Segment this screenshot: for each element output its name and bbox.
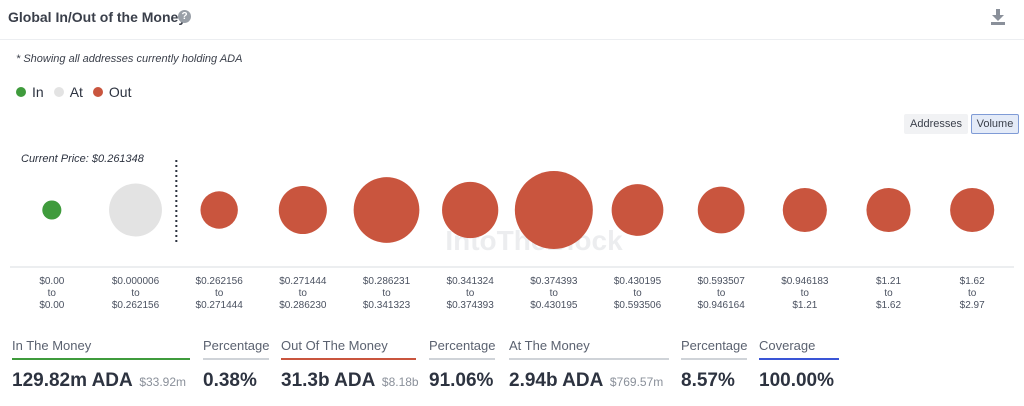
stat-value: 8.57%	[681, 370, 735, 391]
x-tick-label: $0.593507	[698, 276, 746, 287]
stat-label: Coverage	[759, 338, 839, 360]
x-tick-label: to	[466, 288, 475, 299]
legend-item-out: Out	[92, 84, 132, 100]
stat-usd-value: $769.57m	[609, 375, 664, 389]
stat-value: 31.3b ADA $8.18b	[281, 370, 419, 391]
bubble-out	[950, 187, 995, 233]
x-tick-label: $0.271444	[196, 300, 244, 310]
current-price-label: Current Price: $0.261348	[21, 153, 144, 165]
x-tick-label: to	[382, 288, 391, 299]
x-tick-label: $1.62	[876, 300, 901, 310]
stat-value: 0.38%	[203, 370, 257, 391]
x-tick-label: $1.62	[960, 276, 985, 287]
legend: In At Out	[16, 84, 142, 100]
bubble-at	[109, 183, 162, 237]
stat-value: 91.06%	[429, 370, 494, 391]
legend-label-in: In	[32, 84, 44, 100]
bubble-out	[866, 187, 911, 233]
x-tick-label: $0.00	[39, 276, 64, 287]
x-tick-label: to	[633, 288, 642, 299]
bubble-out	[442, 181, 499, 239]
x-tick-label: $0.000006	[112, 276, 160, 287]
addresses-toggle-button[interactable]: Addresses	[904, 114, 968, 134]
x-tick-label: to	[550, 288, 559, 299]
bubble-out	[278, 185, 327, 235]
x-tick-label: $0.946164	[698, 300, 746, 310]
x-tick-label: to	[48, 288, 57, 299]
x-tick-label: $0.286231	[363, 276, 411, 287]
x-tick-label: to	[131, 288, 140, 299]
question-circle-icon[interactable]: ?	[178, 10, 191, 23]
x-tick-label: $1.21	[876, 276, 901, 287]
bubble-in	[42, 200, 62, 220]
stat-out-of-the-money: Out Of The Money 31.3b ADA $8.18b	[281, 338, 419, 392]
x-tick-label: $0.593506	[614, 300, 662, 310]
volume-toggle-button[interactable]: Volume	[971, 114, 1019, 134]
x-tick-label: $0.262156	[196, 276, 244, 287]
stat-label: Percentage	[203, 338, 270, 360]
stat-value: 129.82m ADA $33.92m	[12, 370, 187, 391]
x-tick-label: $1.21	[792, 300, 817, 310]
page-title: Global In/Out of the Money	[8, 9, 187, 25]
stat-at-the-money: At The Money 2.94b ADA $769.57m	[509, 338, 669, 392]
legend-dot-at	[53, 87, 64, 97]
stat-usd-value: $33.92m	[139, 375, 187, 389]
x-tick-label: to	[801, 288, 810, 299]
x-tick-label: $0.341323	[363, 300, 411, 310]
x-tick-label: $0.262156	[112, 300, 160, 310]
x-tick-label: $0.374393	[530, 276, 578, 287]
x-tick-label: to	[215, 288, 224, 299]
x-tick-label: to	[299, 288, 308, 299]
x-tick-label: $0.374393	[447, 300, 495, 310]
x-tick-label: $0.430195	[614, 276, 662, 287]
x-tick-label: $0.946183	[781, 276, 829, 287]
x-tick-label: to	[968, 288, 977, 299]
x-tick-label: $0.341324	[447, 276, 495, 287]
download-icon[interactable]	[990, 8, 1006, 26]
bubble-out	[200, 191, 238, 229]
stat-value: 100.00%	[759, 370, 835, 391]
stat-label: Percentage	[429, 338, 496, 360]
legend-label-at: At	[69, 84, 83, 100]
x-tick-label: $0.430195	[530, 300, 578, 310]
bubble-out	[697, 186, 745, 234]
bubble-chart: IntoTheBlock$0.00to$0.00$0.000006to$0.26…	[10, 160, 1014, 310]
legend-label-out: Out	[108, 84, 132, 100]
x-tick-label: $0.286230	[279, 300, 327, 310]
stat-usd-value: $8.18b	[381, 375, 419, 389]
stat-percentage-at: Percentage 8.57%	[681, 338, 748, 392]
stat-label: Percentage	[681, 338, 748, 360]
bubble-out	[514, 171, 593, 249]
legend-dot-out	[92, 87, 103, 97]
bubble-out	[611, 184, 664, 236]
stat-label: At The Money	[509, 338, 669, 360]
stat-coverage: Coverage 100.00%	[759, 338, 839, 392]
x-tick-label: $2.97	[960, 300, 985, 310]
x-tick-label: $0.00	[39, 300, 64, 310]
holding-note: * Showing all addresses currently holdin…	[16, 53, 243, 65]
x-tick-label: to	[717, 288, 726, 299]
header: Global In/Out of the Money ?	[0, 0, 1024, 40]
stat-percentage-in: Percentage 0.38%	[203, 338, 270, 392]
stat-label: Out Of The Money	[281, 338, 416, 360]
stat-percentage-out: Percentage 91.06%	[429, 338, 496, 392]
bubble-out	[782, 187, 827, 233]
x-tick-label: $0.271444	[279, 276, 327, 287]
legend-item-in: In	[16, 84, 44, 100]
stat-label: In The Money	[12, 338, 190, 360]
stat-in-the-money: In The Money 129.82m ADA $33.92m	[12, 338, 190, 392]
legend-dot-in	[16, 87, 26, 97]
legend-item-at: At	[53, 84, 83, 100]
stat-value: 2.94b ADA $769.57m	[509, 370, 664, 391]
bubble-out	[353, 177, 420, 243]
x-tick-label: to	[884, 288, 893, 299]
summary-stats: In The Money 129.82m ADA $33.92m Percent…	[0, 338, 1024, 406]
